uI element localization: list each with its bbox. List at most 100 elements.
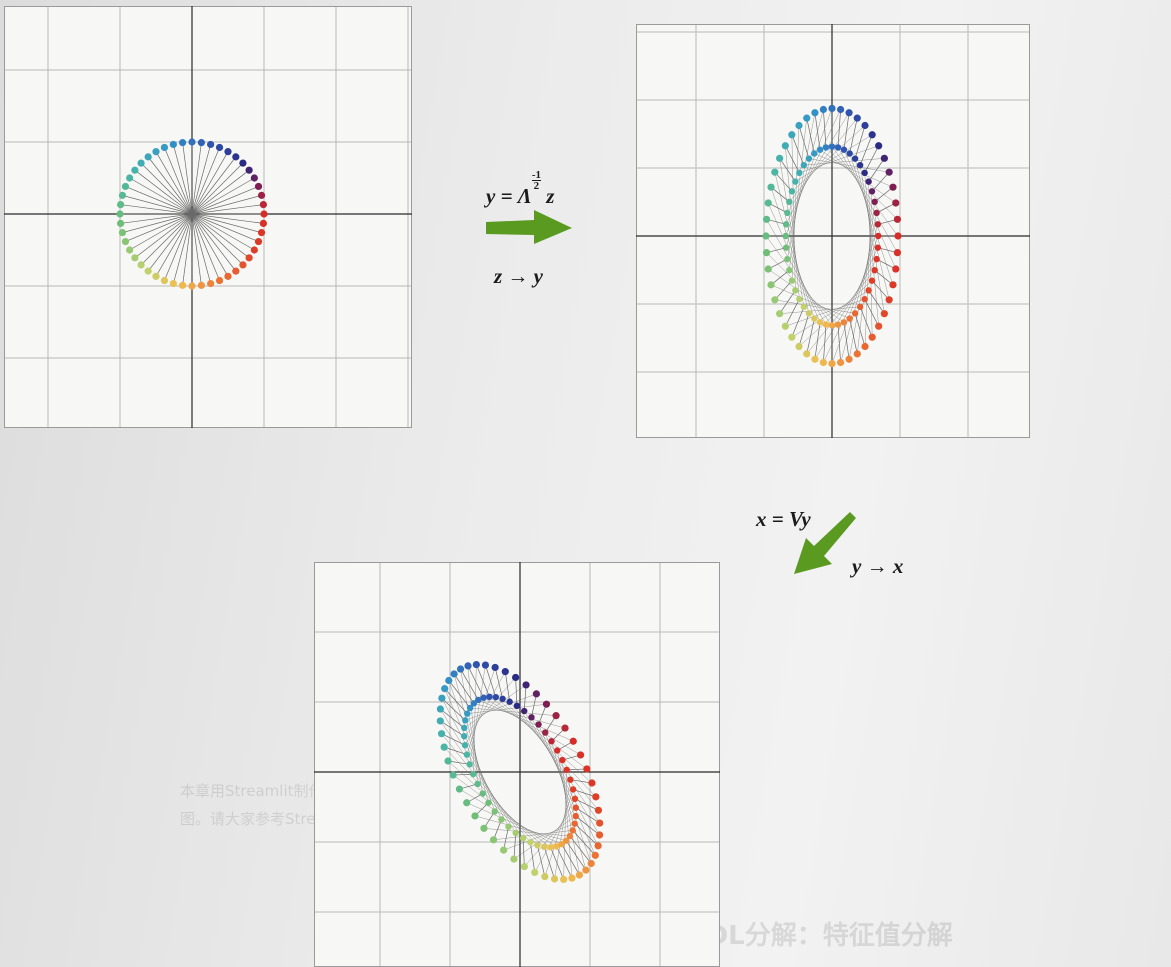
data-point (868, 188, 876, 195)
spoke-line (785, 298, 800, 327)
data-point (856, 303, 864, 311)
data-point (575, 871, 584, 879)
data-point (781, 322, 789, 330)
data-point (554, 747, 561, 754)
spoke-line (774, 280, 793, 301)
data-point (594, 842, 602, 850)
data-point (463, 799, 471, 807)
spoke-line (191, 213, 259, 242)
data-point (456, 665, 465, 673)
mesh-line (502, 698, 597, 798)
data-point (437, 730, 446, 738)
data-point (873, 255, 880, 263)
data-point (567, 776, 574, 783)
data-point (522, 681, 530, 689)
data-point (828, 322, 836, 329)
data-point (885, 168, 893, 176)
data-point (121, 182, 130, 191)
data-point (118, 191, 127, 199)
panel-unit-circle (4, 6, 412, 428)
spoke-line (191, 213, 255, 251)
spoke-line (843, 322, 850, 360)
mesh-line (765, 235, 833, 326)
plot-frame (636, 24, 1030, 438)
data-point (828, 104, 836, 112)
data-point (505, 823, 512, 830)
mesh-line (509, 701, 599, 811)
data-point (795, 121, 803, 130)
spoke-line (837, 109, 841, 148)
spoke-line (874, 186, 894, 203)
data-point (160, 143, 169, 152)
spoke-line (444, 688, 468, 714)
data-point (776, 310, 784, 318)
data-point (470, 700, 478, 707)
data-point (784, 255, 791, 263)
data-point (510, 855, 518, 863)
spoke-line (570, 779, 593, 784)
data-point (152, 148, 160, 156)
panel-scaled (636, 24, 1030, 438)
spoke-line (871, 171, 890, 192)
spoke-line (447, 760, 470, 765)
data-point (819, 105, 827, 114)
spoke-line (575, 815, 600, 836)
data-point (259, 219, 267, 227)
spoke-line (173, 213, 193, 284)
data-point (861, 121, 869, 130)
spoke-line (493, 819, 502, 840)
data-point (472, 660, 480, 669)
spoke-line (561, 843, 580, 876)
spoke-line (864, 145, 879, 174)
data-point (880, 310, 888, 318)
data-point (834, 321, 842, 328)
spoke-line (191, 213, 202, 286)
data-point (506, 698, 513, 705)
points (436, 660, 604, 884)
data-point (500, 846, 508, 854)
grid (4, 6, 412, 428)
data-point (856, 161, 864, 169)
data-point (853, 114, 861, 122)
spoke-line (140, 213, 193, 266)
data-point (596, 819, 604, 827)
data-point (880, 154, 888, 162)
formula-exponent: -1 2 (531, 170, 541, 192)
mesh-line (789, 117, 858, 202)
data-point (491, 663, 499, 672)
data-point (776, 154, 784, 162)
spoke-line (569, 835, 592, 864)
data-point (834, 144, 842, 151)
data-point (594, 806, 603, 814)
data-point (871, 198, 878, 206)
spoke-line (191, 144, 211, 215)
data-point (788, 131, 796, 139)
data-point (440, 743, 448, 751)
points (116, 138, 268, 290)
spoke-line (448, 680, 471, 709)
data-point (828, 143, 836, 150)
data-point (118, 229, 127, 237)
spoke-line (823, 324, 827, 363)
spoke-line (565, 840, 587, 871)
data-point (771, 296, 779, 304)
mesh-line (859, 165, 885, 314)
data-point (486, 693, 493, 701)
data-point (250, 174, 258, 182)
data-point (796, 295, 803, 303)
data-point (861, 169, 868, 177)
formula-lambda: Λ (517, 184, 532, 208)
mesh-line (785, 109, 824, 248)
data-point (845, 355, 853, 363)
data-point (257, 229, 266, 237)
data-point (562, 837, 570, 844)
spoke-line (503, 826, 509, 851)
spoke-line (791, 134, 805, 166)
spoke-line (529, 842, 536, 873)
spoke-line (182, 213, 193, 286)
data-point (788, 277, 796, 284)
spoke-line (444, 746, 468, 755)
data-point (232, 267, 240, 275)
data-point (800, 161, 808, 169)
spoke-line (140, 162, 193, 215)
